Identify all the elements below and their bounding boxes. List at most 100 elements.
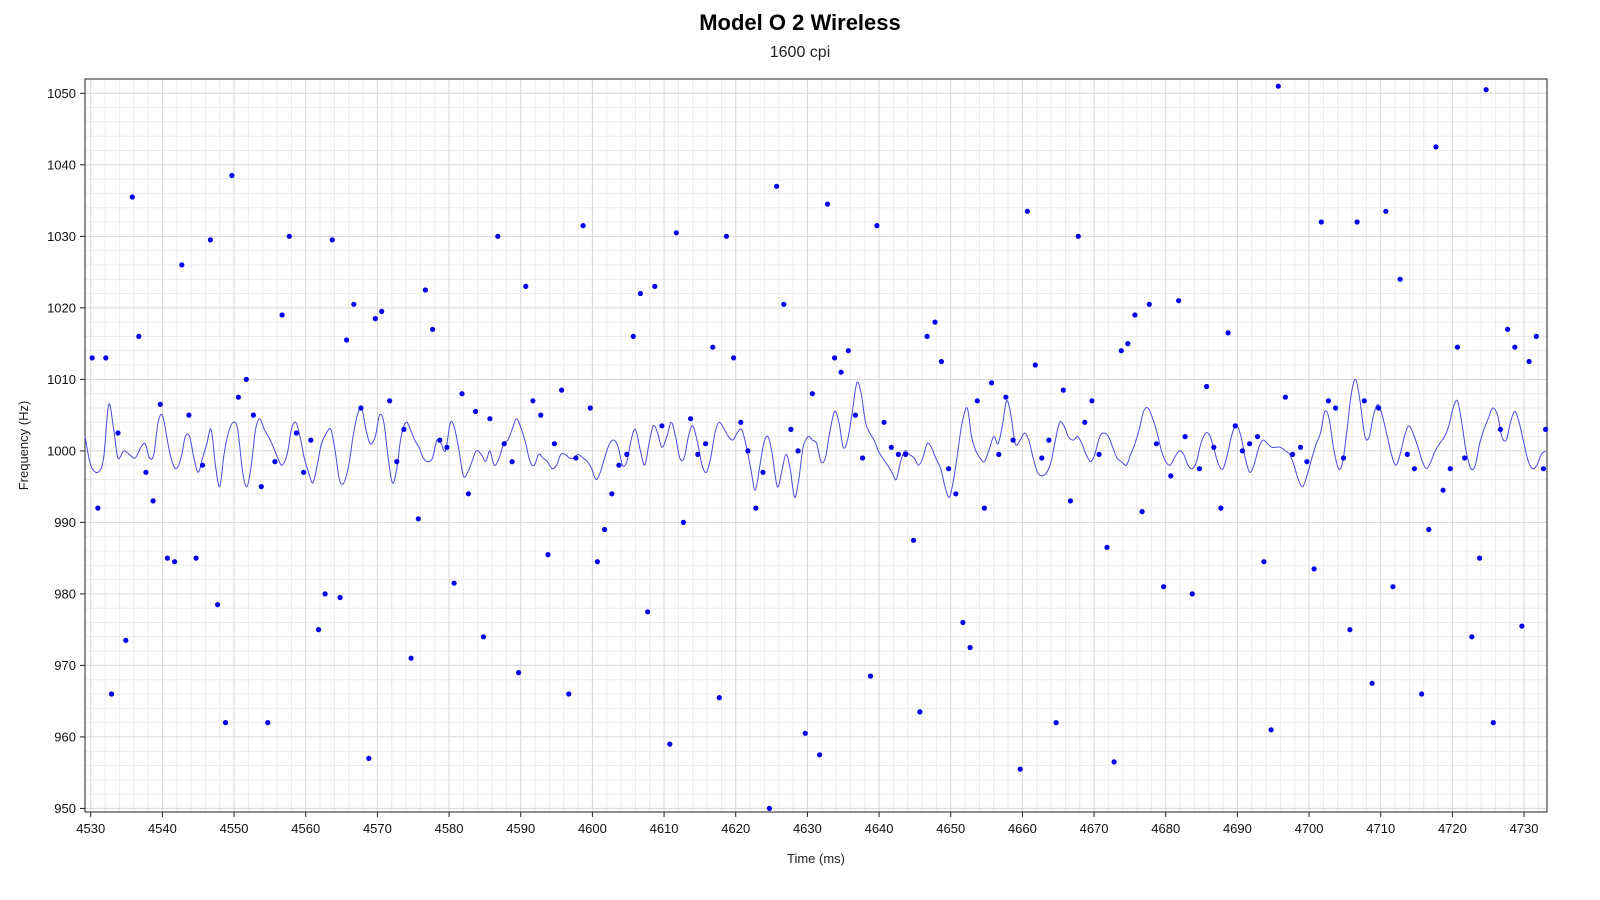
data-point [1454, 344, 1460, 350]
data-point [688, 416, 694, 422]
x-tick-label: 4610 [650, 821, 679, 836]
data-point [630, 333, 636, 339]
data-point [1469, 634, 1475, 640]
data-point [881, 419, 887, 425]
y-tick-label: 1000 [47, 443, 76, 458]
data-point [322, 591, 328, 597]
data-point [1290, 451, 1296, 457]
data-point [1376, 405, 1382, 411]
data-point [1060, 387, 1066, 393]
data-point [459, 391, 465, 397]
data-point [981, 505, 988, 511]
data-point [1111, 759, 1117, 765]
data-point [1383, 208, 1389, 214]
data-point [1361, 398, 1367, 404]
data-point [136, 333, 142, 339]
data-point [1032, 362, 1038, 368]
data-point [710, 344, 716, 350]
x-tick-label: 4630 [793, 821, 822, 836]
data-point [337, 594, 343, 601]
data-point [1153, 441, 1159, 447]
data-point [293, 430, 299, 436]
data-point [932, 319, 938, 325]
data-point [824, 201, 831, 207]
data-point [1533, 333, 1539, 339]
data-point [103, 355, 109, 361]
data-point [1075, 233, 1081, 239]
data-point [703, 441, 709, 447]
data-point [172, 559, 178, 565]
y-tick-label: 1040 [47, 157, 76, 172]
data-point [250, 412, 256, 418]
y-tick-label: 950 [54, 801, 76, 816]
data-point [652, 283, 658, 289]
data-point [788, 426, 794, 432]
data-point [265, 720, 271, 726]
data-point [667, 741, 673, 747]
data-point [235, 394, 241, 400]
data-point [1268, 727, 1274, 733]
data-point [164, 555, 170, 561]
data-point [1304, 459, 1310, 465]
data-point [150, 498, 156, 504]
data-point [358, 405, 364, 411]
data-point [1146, 301, 1152, 307]
data-point [1176, 298, 1182, 304]
data-point [1161, 584, 1167, 590]
data-point [587, 405, 593, 411]
data-point [888, 444, 894, 450]
y-axis: 950 960 970 980 990 1000 1010 1020 1030 1040 1050 [47, 86, 85, 816]
data-point [1282, 394, 1288, 400]
data-point [193, 555, 199, 561]
data-point [387, 398, 393, 404]
data-point [157, 401, 163, 407]
data-point [1519, 623, 1525, 629]
data-point [1411, 466, 1417, 472]
minor-grid [85, 78, 1547, 812]
data-point [1311, 566, 1317, 572]
data-point [1239, 448, 1245, 454]
data-point [1440, 487, 1446, 493]
data-point [1540, 466, 1546, 472]
data-point [996, 451, 1002, 457]
data-point [1347, 627, 1353, 633]
data-point [989, 380, 995, 386]
data-point [366, 755, 372, 762]
data-point [1261, 559, 1267, 565]
x-tick-label: 4600 [578, 821, 607, 836]
data-point [1125, 341, 1131, 347]
data-point [723, 233, 730, 239]
x-tick-label: 4680 [1151, 821, 1180, 836]
data-point [1543, 426, 1549, 432]
data-point [1082, 419, 1088, 425]
data-point [924, 333, 930, 339]
data-point [1325, 398, 1331, 404]
data-point [143, 469, 149, 475]
data-point [509, 459, 515, 465]
data-point [609, 491, 615, 497]
x-tick-label: 4580 [435, 821, 464, 836]
data-point [372, 316, 378, 322]
x-tick-label: 4640 [865, 821, 894, 836]
data-point [795, 448, 801, 454]
data-point [1096, 451, 1102, 457]
data-point [559, 387, 565, 393]
data-point [1196, 466, 1202, 472]
data-point [465, 491, 471, 497]
x-axis-title: Time (ms) [787, 851, 845, 866]
data-point [1254, 434, 1261, 440]
x-tick-label: 4570 [363, 821, 392, 836]
data-point [1354, 219, 1360, 225]
data-point [316, 627, 322, 633]
data-point [960, 619, 966, 626]
data-point [286, 233, 292, 239]
data-point [895, 451, 902, 457]
data-point [1426, 526, 1432, 533]
data-point [860, 455, 866, 461]
data-point [1089, 398, 1095, 404]
y-tick-label: 1020 [47, 300, 76, 315]
major-grid [85, 79, 1547, 812]
data-point [1139, 509, 1145, 515]
data-point [523, 283, 529, 289]
